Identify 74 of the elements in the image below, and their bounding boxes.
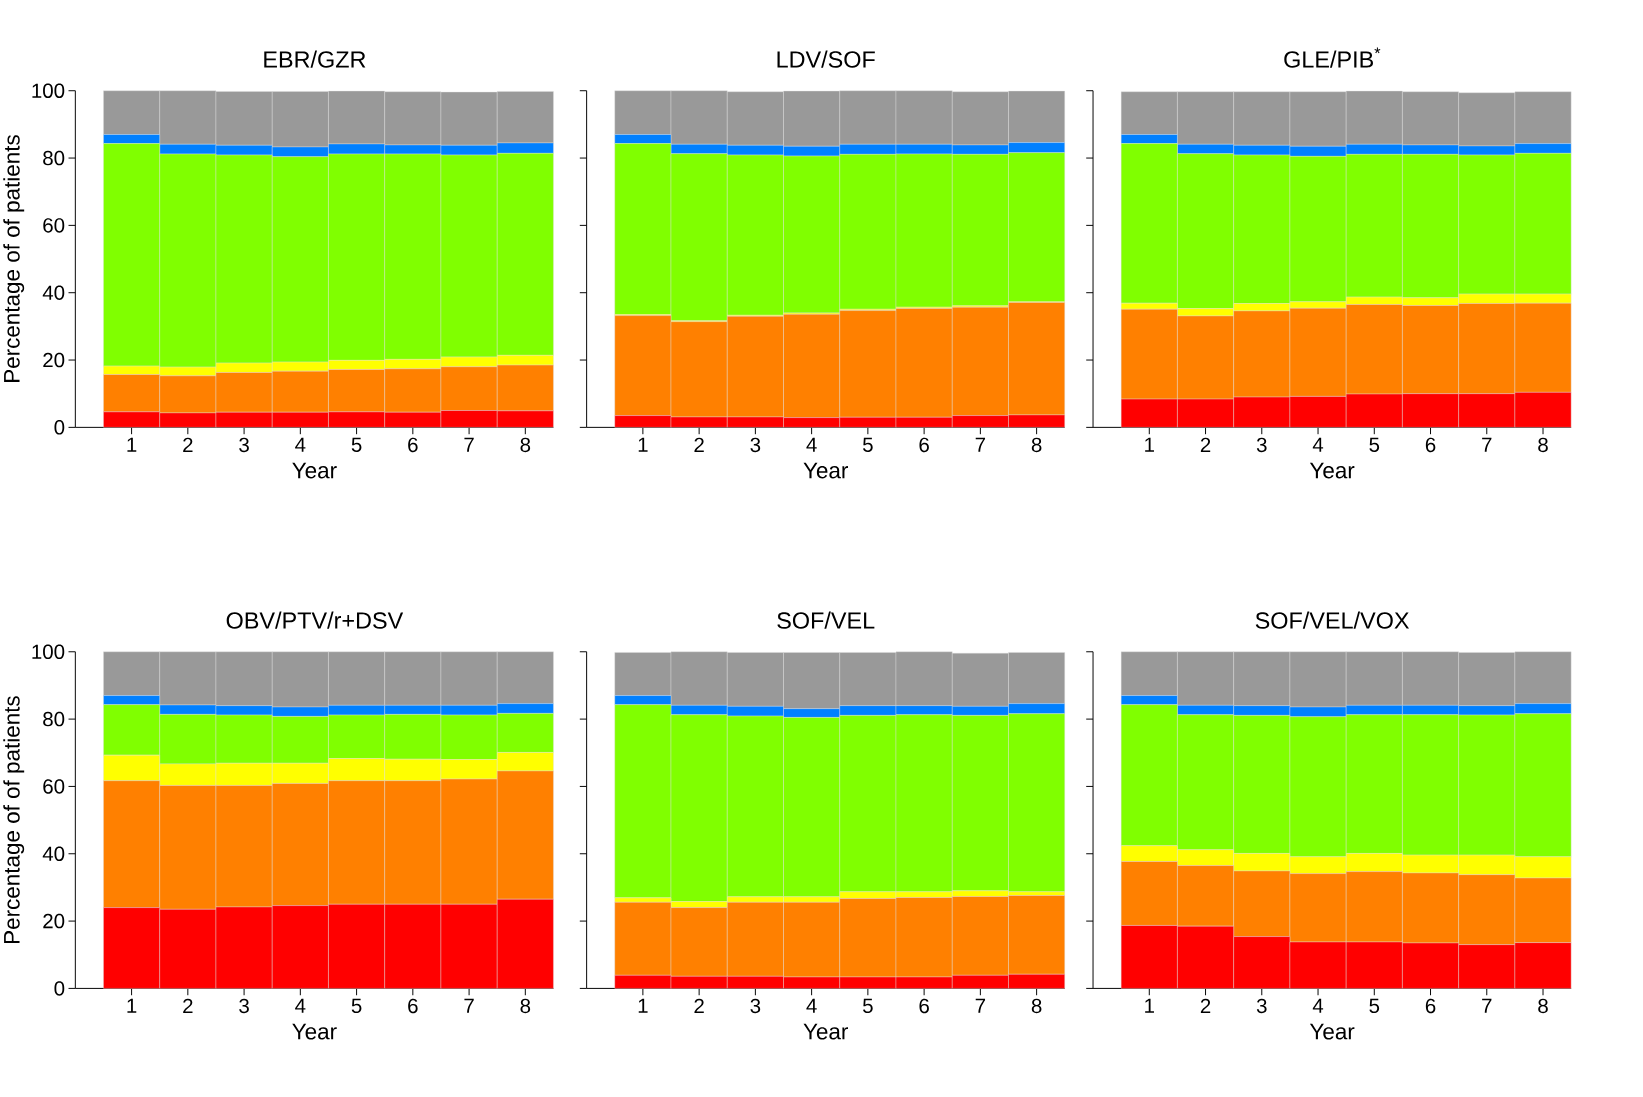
x-axis-title: Year	[803, 462, 848, 479]
x-tick-label: 1	[1145, 437, 1154, 452]
y-tick-label: 60	[43, 218, 65, 233]
y-tick-label: 0	[54, 981, 65, 996]
y-tick-label: 100	[32, 83, 65, 99]
x-tick-label: 1	[1145, 998, 1154, 1013]
x-tick-label: 1	[127, 998, 137, 1013]
x-tick-label: 3	[750, 437, 761, 453]
x-tick-label: 5	[863, 998, 873, 1014]
x-axis-title: Year	[1309, 462, 1355, 479]
x-axis-title: Year	[292, 462, 337, 479]
x-tick-label: 3	[239, 437, 249, 453]
x-tick-label: 4	[1312, 998, 1324, 1013]
x-tick-label: 8	[1031, 437, 1042, 453]
x-tick-label: 5	[351, 437, 362, 453]
y-tick-label: 100	[32, 644, 65, 660]
x-axis-title: Year	[1309, 1023, 1355, 1040]
x-tick-label: 2	[1200, 998, 1211, 1014]
x-tick-label: 4	[295, 998, 306, 1013]
x-tick-label: 7	[1482, 437, 1492, 452]
x-tick-label: 2	[1200, 437, 1211, 453]
x-tick-label: 6	[919, 437, 929, 453]
x-tick-label: 2	[694, 998, 704, 1014]
chart-title: LDV/SOF	[777, 50, 875, 68]
chart-title: EBR/GZR	[264, 50, 366, 68]
y-axis-title: Percentage of of patients	[3, 135, 25, 383]
chart-title: GLE/PIB$^{*}$	[1284, 47, 1381, 68]
x-tick-label: 8	[1031, 998, 1042, 1014]
x-tick-label: 5	[1369, 998, 1380, 1014]
x-tick-label: 7	[1482, 998, 1492, 1013]
x-tick-label: 3	[1256, 998, 1267, 1014]
x-tick-label: 4	[295, 437, 306, 452]
y-axis-title: Percentage of of patients	[3, 696, 25, 944]
x-tick-label: 8	[520, 998, 531, 1014]
chart-title: SOF/VEL	[777, 611, 875, 629]
y-tick-label: 80	[43, 711, 65, 727]
y-tick-label: 80	[43, 150, 65, 166]
y-tick-label: 0	[54, 420, 65, 435]
chart-title: SOF/VEL/VOX	[1255, 611, 1410, 629]
chart-title: OBV/PTV/r+DSV	[226, 611, 404, 629]
x-axis-title: Year	[292, 1023, 337, 1040]
x-tick-label: 4	[1312, 437, 1324, 452]
x-tick-label: 6	[408, 437, 418, 453]
y-tick-label: 60	[43, 779, 65, 794]
x-tick-label: 3	[239, 998, 249, 1014]
x-tick-label: 6	[919, 998, 929, 1014]
x-tick-label: 3	[1256, 437, 1267, 453]
x-tick-label: 4	[806, 437, 817, 452]
x-tick-label: 3	[750, 998, 761, 1014]
x-tick-label: 1	[638, 437, 648, 452]
x-tick-label: 5	[1369, 437, 1380, 453]
x-tick-label: 5	[351, 998, 362, 1014]
x-tick-label: 8	[520, 437, 531, 453]
y-tick-label: 20	[43, 352, 65, 368]
x-tick-label: 4	[806, 998, 817, 1013]
y-tick-label: 40	[42, 285, 65, 301]
y-tick-label: 20	[43, 913, 65, 929]
x-tick-label: 2	[183, 437, 193, 453]
x-tick-label: 1	[638, 998, 648, 1013]
y-tick-label: 40	[42, 846, 65, 862]
x-axis-title: Year	[803, 1023, 848, 1040]
x-tick-label: 7	[975, 437, 986, 452]
x-tick-label: 8	[1538, 998, 1548, 1014]
x-tick-label: 7	[975, 998, 986, 1013]
x-tick-label: 6	[1425, 437, 1436, 453]
x-tick-label: 1	[127, 437, 137, 452]
x-tick-label: 6	[1425, 998, 1436, 1014]
x-tick-label: 5	[863, 437, 873, 453]
x-tick-label: 2	[694, 437, 704, 453]
x-tick-label: 2	[183, 998, 193, 1014]
x-tick-label: 8	[1538, 437, 1548, 453]
x-tick-label: 7	[464, 437, 474, 452]
x-tick-label: 6	[408, 998, 418, 1014]
x-tick-label: 7	[464, 998, 474, 1013]
